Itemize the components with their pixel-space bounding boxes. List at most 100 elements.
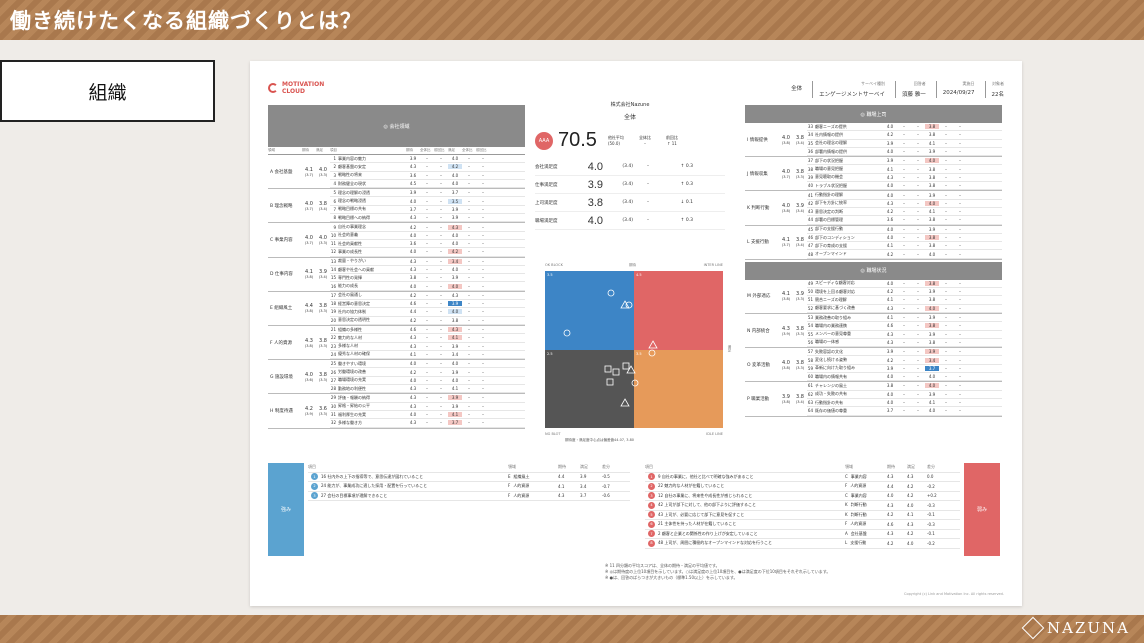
- table-row: 30 昇格・昇給の公平 4.3 – – 3.9 – –: [330, 403, 525, 411]
- item-expect-diff: –: [903, 140, 905, 146]
- rank-badge: 1: [648, 473, 655, 481]
- side-label-box: 組織: [0, 60, 215, 122]
- item-expect-prev: –: [917, 251, 919, 257]
- item-expect-prev: –: [917, 280, 919, 286]
- domain-group: F 人的資源 4.3 (3.8) 3.8 (3.3) 21 組織の多様性 4.6– –4.3– –…: [268, 326, 525, 361]
- item-expect: 4.2: [886, 289, 894, 295]
- item-expect-diff: –: [426, 377, 428, 383]
- item-satisfy-diff: –: [945, 408, 947, 414]
- item-expect-prev: –: [917, 349, 919, 355]
- marker-circle: [625, 301, 633, 309]
- report-meta: 全体 サーベイ種別 エンゲージメントサーベイ 回答者 須藤 雅一 実施日 2024/09/2…: [785, 81, 1004, 98]
- column-header: 項目: [330, 148, 337, 152]
- item-expect: 3.7: [409, 206, 417, 212]
- bottom-diff: -0.1: [927, 531, 935, 537]
- item-satisfy-diff: –: [945, 226, 947, 232]
- item-number: 11: [330, 241, 336, 247]
- bottom-diff: -0.6: [602, 493, 610, 499]
- item-satisfy-diff: –: [945, 132, 947, 138]
- domain-satisfy-avg: (3.3): [318, 411, 328, 416]
- company-name: 株式会社Nazune: [610, 102, 650, 108]
- prev-label: 前回比: [665, 135, 678, 140]
- item-text: 労働環境の改善: [338, 369, 366, 375]
- domain-expect-avg: (3.7): [304, 206, 314, 211]
- marker-square: [606, 378, 614, 386]
- item-expect: 4.0: [886, 192, 894, 198]
- item-text: 自社の事業理念: [338, 224, 366, 230]
- item-number: 38: [807, 166, 813, 172]
- domain-items: 9 自社の事業理念 4.2– –4.3– –10 社会的意義 4.0– –4.0– –11 社会的…: [330, 223, 525, 257]
- item-satisfy: 4.0: [451, 267, 459, 272]
- bottom-item-text: 12 自社の事業に、将来性や成長性が感じられること: [658, 492, 753, 498]
- table-row: 4 42 上司が部下に対して、他の部下よりに評価すること K 判断行動 4.3 4.0 -0…: [645, 501, 960, 511]
- table-row: 55 メンバーの意見尊重 4.3 – – 3.9 – –: [807, 331, 1002, 339]
- item-expect-diff: –: [903, 183, 905, 189]
- item-number: 16: [330, 283, 336, 289]
- domain-name: B 理念戦略: [270, 203, 293, 209]
- domain-name: O 変革活動: [747, 362, 770, 368]
- item-expect-prev: –: [440, 309, 442, 315]
- total-score: 70.5: [558, 129, 597, 151]
- domain-group: O 変革活動 4.0 (3.8) 3.8 (3.3) 57 失敗容認の文化 3.9– –3.9–…: [745, 348, 1002, 383]
- item-expect-prev: –: [917, 226, 919, 232]
- item-satisfy-diff: –: [468, 275, 470, 281]
- sub-score-avg: (3.4): [622, 218, 633, 223]
- bottom-diff: -0.2: [927, 540, 935, 546]
- item-satisfy: 3.9: [448, 301, 462, 307]
- avg-value: (50.0): [607, 141, 620, 146]
- domain-satisfy-value: 3.9: [319, 269, 327, 276]
- bottom-item: 5 43 上司が、必要に応じて部下に意見を促すこと: [645, 511, 845, 519]
- bottom-diff: -0.5: [602, 474, 610, 480]
- item-expect-prev: –: [917, 339, 919, 345]
- item-expect: 4.3: [409, 395, 417, 401]
- domain-name: I 情報提供: [747, 137, 768, 143]
- table-row: 60 職場内の情報共有 4.0 – – 4.0 – –: [807, 373, 1002, 382]
- table-row: 3 27 会社の目標事項が理解できること F 人的資源 4.3 3.7 -0.6: [308, 492, 630, 501]
- table-row: 22 魅力的な人材 4.3– –4.1– –: [330, 334, 525, 343]
- item-expect: 4.4: [409, 309, 417, 315]
- table-row: 5 43 上司が、必要に応じて部下に意見を促すこと K 判断行動 4.2 4.1 -0.1: [645, 511, 960, 520]
- left-rows: A 会社基盤 4.1 (3.7) 4.0 (3.3) 1 事業内容の魅力 3.9– –4.0– –…: [268, 155, 525, 429]
- marker-circle: [648, 349, 656, 357]
- table-row: 53 業務改善の取り組み 4.1 – – 3.9 – –: [807, 314, 1002, 323]
- item-expect: 4.5: [409, 181, 417, 187]
- domain-expect-value: 4.0: [305, 234, 313, 241]
- domain-expect-avg: (3.8): [781, 399, 791, 404]
- bottom-area-code: C: [845, 473, 848, 479]
- item-number: 59: [807, 365, 813, 371]
- item-satisfy-prev: –: [482, 258, 484, 264]
- item-expect-diff: –: [903, 251, 905, 257]
- domain-items: 57 失敗容認の文化 3.9– –3.9– –58 変化し続ける姿勢 4.2– –3.4– –5…: [807, 348, 1002, 382]
- item-satisfy: 3.9: [451, 369, 459, 375]
- item-satisfy-diff: –: [945, 235, 947, 240]
- item-satisfy-diff: –: [468, 301, 470, 307]
- item-expect-diff: –: [903, 124, 905, 130]
- bottom-item: 6 21 主体性を持った人材が在籍していること: [645, 520, 845, 528]
- item-number: 64: [807, 408, 813, 414]
- domain-satisfy: 3.8 (3.4): [793, 382, 807, 415]
- item-satisfy: 3.9: [448, 395, 462, 401]
- table-row: 2 22 魅力的な人材が在籍していること F 人的資源 4.4 4.2 -0.2: [645, 482, 960, 492]
- domain-satisfy: 3.8 (3.3): [793, 348, 807, 381]
- item-number: 14: [330, 267, 336, 272]
- domain-satisfy-value: 3.8: [796, 134, 804, 141]
- sub-score-row: 会社満足度 4.0 (3.4) – ↑ 0.3: [535, 158, 725, 176]
- table-row: 62 成功・失敗の共有 4.0 – – 3.9 – –: [807, 391, 1002, 399]
- domain-satisfy: 3.9 (3.3): [793, 280, 807, 313]
- domain-name: F 人的資源: [270, 340, 293, 346]
- domain-satisfy-avg: (3.3): [318, 343, 328, 348]
- quadrant-bottom-right: 3.5: [634, 349, 723, 428]
- item-expect-prev: –: [917, 305, 919, 311]
- item-expect-diff: –: [426, 232, 428, 238]
- item-satisfy: 3.9: [928, 226, 936, 232]
- item-expect-prev: –: [440, 420, 442, 426]
- bottom-area: C 事業内容: [845, 493, 887, 499]
- domain-satisfy-value: 3.8: [796, 168, 804, 175]
- item-text: 社会的貢献性: [338, 240, 362, 246]
- side-label: 組織: [88, 81, 127, 104]
- item-expect-diff: –: [903, 400, 905, 406]
- item-satisfy: 3.7: [448, 420, 462, 426]
- bottom-expect: 4.3: [558, 493, 565, 499]
- bottom-item-text: 16 社内外の上下の指導等で、意思伝達が図れていること: [321, 473, 424, 479]
- matrix-markers: [563, 289, 658, 407]
